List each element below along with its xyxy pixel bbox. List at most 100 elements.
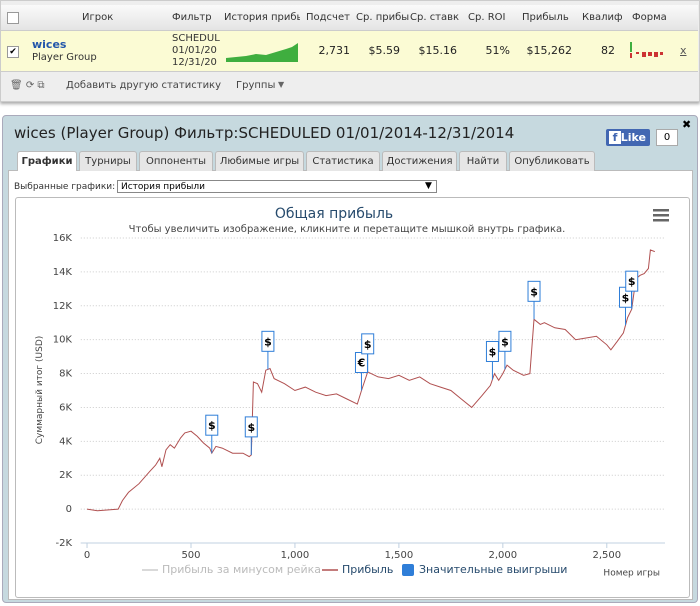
cell: $5.59: [368, 44, 401, 57]
flag-label: $: [530, 285, 538, 298]
flag[interactable]: $: [498, 330, 512, 370]
checkbox[interactable]: [7, 12, 19, 24]
col-header[interactable]: История прибы: [224, 12, 300, 23]
filter: SCHEDUL 01/01/20 12/31/20: [172, 33, 220, 69]
x-tick-label: 2,000: [489, 550, 518, 561]
flag-box: [361, 333, 375, 355]
y-tick-label: 4K: [59, 436, 72, 447]
cell: 2,731: [318, 44, 351, 57]
cell: 51%: [485, 44, 510, 57]
col-header[interactable]: Ср. ROI: [468, 12, 506, 23]
like-count: 0: [656, 129, 678, 146]
chart-subtitle: Чтобы увеличить изображение, кликните и …: [129, 224, 566, 235]
groups[interactable]: Группы: [236, 80, 276, 91]
flag-label: $: [208, 419, 216, 432]
flag-label: $: [489, 345, 497, 358]
legend-label: Прибыль за минусом рейка: [162, 563, 321, 576]
add-stat[interactable]: Добавить другую статистику: [66, 80, 222, 91]
y-tick-label: 0: [66, 504, 72, 515]
filter-line: SCHEDUL: [172, 33, 220, 44]
legend-swatch: [402, 564, 414, 576]
tab[interactable]: Найти: [459, 151, 507, 171]
flag[interactable]: $: [527, 280, 541, 320]
flag[interactable]: $: [244, 416, 258, 455]
legend-label: Прибыль: [342, 563, 393, 576]
chart-title: Общая прибыль: [275, 206, 393, 222]
legend-item[interactable]: Значительные выигрыши: [402, 563, 567, 576]
selector-arrow[interactable]: ▼: [425, 181, 432, 191]
fb-icon: f: [609, 131, 621, 144]
legend-item[interactable]: Прибыль за минусом рейка: [142, 563, 321, 576]
x-axis-label: Номер игры: [603, 569, 660, 579]
y-tick-label: 8K: [59, 369, 72, 380]
form-bars: [630, 42, 663, 58]
flag[interactable]: €: [354, 352, 368, 391]
filter-line: 01/01/20: [172, 45, 217, 56]
y-tick-label: 16K: [53, 233, 73, 244]
flag-label: $: [501, 335, 509, 348]
col-header[interactable]: Ср. прибы: [356, 12, 410, 23]
col-header[interactable]: Форма: [632, 12, 667, 23]
col-header[interactable]: Подсчет: [306, 12, 350, 23]
x-tick-label: 1,000: [281, 550, 310, 561]
close-panel[interactable]: ✖: [682, 118, 692, 131]
flag-box: [498, 330, 512, 352]
tab[interactable]: Графики: [17, 151, 77, 171]
col-header[interactable]: Игрок: [82, 12, 114, 23]
flag-label: $: [628, 275, 636, 288]
player-group: Player Group: [32, 52, 97, 63]
checkbox[interactable]: ✔: [7, 46, 19, 58]
flag-box: [205, 414, 219, 436]
flag[interactable]: $: [485, 340, 499, 380]
y-tick-label: -2K: [55, 538, 72, 549]
flag-label: $: [247, 421, 255, 434]
panel-title: wices (Player Group) Фильтр:SCHEDULED 01…: [14, 124, 515, 142]
flag-box: [527, 280, 541, 302]
flag-label: €: [357, 357, 366, 370]
y-tick-label: 14K: [53, 267, 73, 278]
col-header[interactable]: Фильтр: [172, 12, 212, 23]
y-axis-label: Суммарный итог (USD): [35, 336, 45, 445]
menu-icon[interactable]: [653, 209, 669, 222]
flag-label: $: [364, 338, 372, 351]
flag-box: [625, 270, 639, 292]
profit-line: [86, 249, 655, 512]
remove-row[interactable]: x: [680, 44, 687, 57]
col-header[interactable]: Ср. ставк: [410, 12, 460, 23]
tab[interactable]: Статистика: [306, 151, 380, 171]
filter-line: 12/31/20: [172, 57, 217, 68]
flag[interactable]: $: [261, 330, 275, 370]
selector[interactable]: История прибыли: [117, 180, 437, 193]
flag[interactable]: $: [625, 270, 639, 310]
header-row: [1, 5, 698, 31]
col-header[interactable]: Квалиф: [582, 12, 623, 23]
flag[interactable]: $: [618, 286, 632, 326]
flag-label: $: [622, 291, 630, 304]
tab[interactable]: Турниры: [79, 151, 137, 171]
x-tick-label: 0: [84, 550, 90, 561]
flag-box: [261, 330, 275, 352]
flag[interactable]: $: [205, 414, 219, 454]
col-header[interactable]: Прибыль: [522, 12, 569, 23]
x-tick-label: 2,500: [592, 550, 621, 561]
y-tick-label: 2K: [59, 470, 72, 481]
tab[interactable]: Оппоненты: [139, 151, 213, 171]
tab[interactable]: Любимые игры: [215, 151, 304, 171]
data-row: [1, 31, 698, 72]
x-tick-label: 1,500: [385, 550, 414, 561]
legend-item[interactable]: Прибыль: [322, 563, 393, 576]
groups-arrow[interactable]: ▼: [278, 80, 285, 89]
player-name[interactable]: wices: [32, 38, 67, 51]
legend-label: Значительные выигрыши: [419, 563, 567, 576]
x-tick-label: 500: [181, 550, 200, 561]
tab[interactable]: Опубликовать: [509, 151, 595, 171]
cell: $15.16: [418, 44, 458, 57]
toolbar-icons[interactable]: 🗑 ⟳ ⧉: [10, 80, 45, 91]
flag[interactable]: $: [361, 333, 375, 372]
selector-label: Выбранные графики:: [14, 182, 116, 192]
cell: 82: [601, 44, 615, 57]
tab[interactable]: Достижения: [382, 151, 457, 171]
y-tick-label: 6K: [59, 402, 72, 413]
